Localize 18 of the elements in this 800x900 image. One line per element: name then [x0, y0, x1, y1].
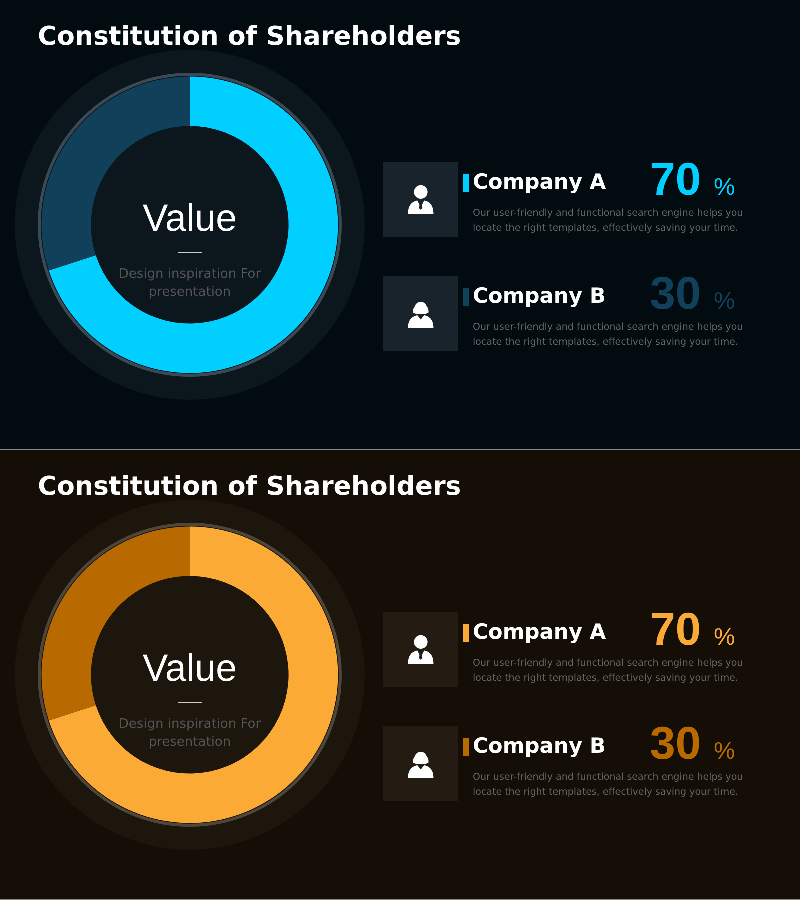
chart-title: Constitution of Shareholders — [38, 472, 462, 502]
text: Design inspiration For presentation — [118, 266, 262, 302]
legend-label: Company B — [473, 284, 606, 308]
data-label: 70 % — [650, 602, 736, 656]
text: Our user-friendly and functional search engine helps you locate the right templates, effectively saving your time. — [473, 207, 744, 236]
text: Value — [142, 198, 238, 241]
text: Design inspiration For presentation — [118, 716, 262, 752]
text: Value — [142, 648, 238, 691]
text: Our user-friendly and functional search engine helps you locate the right templates, effectively saving your time. — [473, 657, 744, 686]
data-label: 30 % — [650, 716, 736, 770]
chart-title: Constitution of Shareholders — [38, 22, 462, 52]
text: Our user-friendly and functional search engine helps you locate the right templates, effectively saving your time. — [473, 321, 744, 350]
legend-label: Company B — [473, 734, 606, 758]
legend-label: Company A — [473, 170, 606, 194]
data-label: 30 % — [650, 266, 736, 320]
legend-label: Company A — [473, 620, 606, 644]
data-label: 70 % — [650, 152, 736, 206]
text: Our user-friendly and functional search engine helps you locate the right templates, effectively saving your time. — [473, 771, 744, 800]
